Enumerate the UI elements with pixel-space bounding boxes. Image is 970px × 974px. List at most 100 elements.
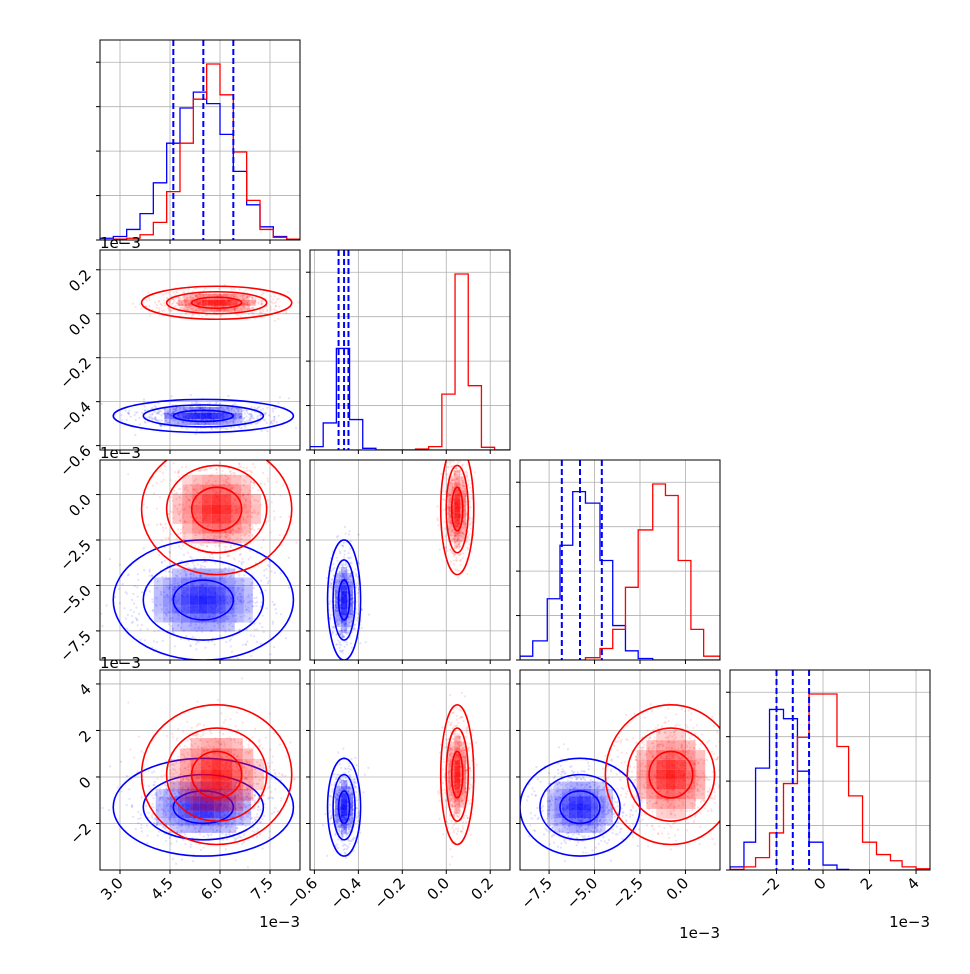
scatter-point bbox=[457, 457, 459, 459]
scatter-point bbox=[232, 472, 234, 474]
scatter-point bbox=[337, 640, 339, 642]
scatter-point bbox=[317, 576, 319, 578]
scatter-point bbox=[158, 308, 160, 310]
scatter-point bbox=[144, 410, 146, 412]
scatter-point bbox=[218, 288, 220, 290]
scatter-point bbox=[178, 475, 180, 477]
y-tick-label: −0.2 bbox=[56, 354, 94, 392]
scatter-point bbox=[445, 535, 447, 537]
scatter-point bbox=[177, 297, 179, 299]
scatter-point bbox=[331, 579, 333, 581]
scatter-point bbox=[144, 421, 146, 423]
scatter-point bbox=[151, 772, 153, 774]
scatter-point bbox=[234, 559, 236, 561]
scatter-point bbox=[140, 814, 142, 816]
scatter-point bbox=[467, 535, 469, 537]
scatter-point bbox=[154, 301, 156, 303]
density-cells-1 bbox=[172, 475, 260, 544]
scatter-point bbox=[225, 428, 227, 430]
scatter-point bbox=[233, 544, 235, 546]
scatter-point bbox=[248, 558, 250, 560]
scatter-point bbox=[239, 289, 241, 291]
density-cell bbox=[214, 300, 220, 306]
scatter-point bbox=[182, 545, 184, 547]
density-cell bbox=[454, 518, 460, 524]
panel-plot-area bbox=[520, 460, 720, 660]
scatter-point bbox=[222, 470, 224, 472]
scatter-point bbox=[118, 588, 120, 590]
scatter-point bbox=[242, 644, 244, 646]
scatter-point bbox=[163, 309, 165, 311]
scatter-point bbox=[453, 560, 455, 562]
scatter-point bbox=[190, 394, 192, 396]
scatter-point bbox=[269, 653, 271, 655]
density-cell bbox=[454, 536, 460, 542]
scatter-point bbox=[180, 307, 182, 309]
density-cell bbox=[178, 300, 184, 306]
scatter-point bbox=[451, 465, 453, 467]
scatter-point bbox=[162, 526, 164, 528]
scatter-point bbox=[339, 552, 341, 554]
scatter-point bbox=[263, 569, 265, 571]
scatter-point bbox=[164, 465, 166, 467]
scatter-point bbox=[195, 648, 197, 650]
scatter-point bbox=[295, 427, 297, 429]
scatter-point bbox=[152, 609, 154, 611]
density-cells-1 bbox=[448, 470, 466, 548]
density-cell bbox=[182, 485, 192, 495]
scatter-point bbox=[154, 818, 156, 820]
scatter-point bbox=[133, 603, 135, 605]
scatter-point bbox=[357, 534, 359, 536]
scatter-point bbox=[139, 303, 141, 305]
scatter-point bbox=[195, 567, 197, 569]
density-cell bbox=[181, 623, 190, 632]
scatter-point bbox=[134, 434, 136, 436]
scatter-point bbox=[149, 590, 151, 592]
scatter-point bbox=[311, 409, 313, 411]
scatter-point bbox=[436, 517, 438, 519]
scatter-point bbox=[350, 664, 352, 666]
scatter-point bbox=[444, 521, 446, 523]
scatter-point bbox=[282, 484, 284, 486]
scatter-point bbox=[209, 402, 211, 404]
scatter-point bbox=[117, 786, 119, 788]
scatter-point bbox=[256, 830, 258, 832]
scatter-point bbox=[178, 469, 180, 471]
scatter-point bbox=[162, 640, 164, 642]
scatter-point bbox=[137, 573, 139, 575]
scatter-point bbox=[288, 587, 290, 589]
scatter-point bbox=[140, 308, 142, 310]
y-tick-label: 0.0 bbox=[65, 310, 95, 340]
density-cell bbox=[172, 578, 181, 587]
scatter-point bbox=[191, 316, 193, 318]
scatter-point bbox=[454, 568, 456, 570]
density-cell bbox=[244, 605, 253, 614]
scatter-point bbox=[253, 587, 255, 589]
scatter-point bbox=[471, 518, 473, 520]
scatter-point bbox=[329, 600, 331, 602]
panel-plot-area bbox=[100, 40, 300, 240]
scatter-point bbox=[274, 516, 276, 518]
density-cell bbox=[154, 578, 163, 587]
density-cell bbox=[236, 413, 242, 419]
density-cell bbox=[190, 587, 199, 596]
scatter-point bbox=[185, 564, 187, 566]
scatter-point bbox=[165, 292, 167, 294]
scatter-point bbox=[340, 650, 342, 652]
scatter-point bbox=[330, 614, 332, 616]
scatter-point bbox=[162, 472, 164, 474]
density-cell bbox=[202, 534, 212, 544]
scatter-point bbox=[151, 575, 153, 577]
density-cell bbox=[341, 621, 347, 627]
density-cell bbox=[199, 623, 208, 632]
scatter-point bbox=[254, 602, 256, 604]
scatter-point bbox=[474, 471, 476, 473]
scatter-point bbox=[252, 298, 254, 300]
density-cell bbox=[202, 300, 208, 306]
scatter-point bbox=[146, 417, 148, 419]
y-tick-label: −7.5 bbox=[56, 627, 94, 665]
scatter-point bbox=[126, 775, 128, 777]
scatter-point bbox=[234, 403, 236, 405]
density-cell bbox=[163, 605, 172, 614]
scatter-point bbox=[253, 635, 255, 637]
